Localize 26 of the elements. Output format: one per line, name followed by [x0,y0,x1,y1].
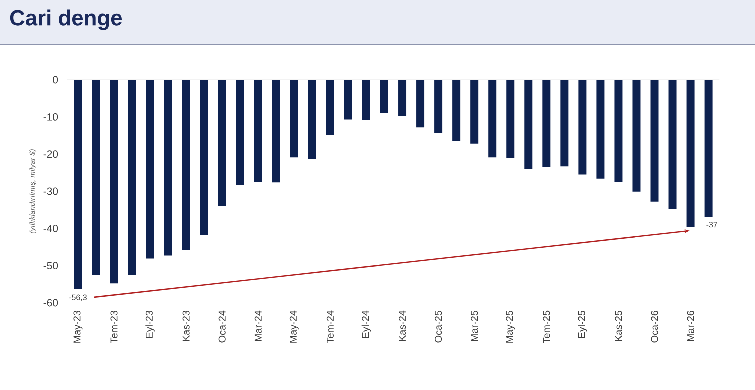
x-tick-label: May-23 [74,310,83,343]
x-tick-label: Eyl-25 [578,310,588,338]
y-tick-label: -60 [44,299,58,307]
x-tick-label: Tem-25 [543,310,550,344]
x-tick-label: Oca-26 [651,310,658,343]
y-tick-label: -20 [44,150,58,158]
x-tick-label: Mar-26 [687,310,694,342]
x-tick-label: May-25 [506,310,516,343]
chart-title: Cari denge [10,10,122,30]
y-tick-label: -40 [44,224,58,232]
x-tick-label: Oca-25 [435,310,442,343]
x-tick-label: Tem-24 [326,310,334,344]
x-tick-label: May-24 [290,310,299,343]
x-tick-label: Kas-23 [182,310,190,342]
y-tick-label: -10 [44,113,58,121]
x-tick-label: Mar-25 [471,310,478,342]
x-tick-label: Kas-25 [615,310,622,342]
x-tick-label: Oca-24 [218,310,226,343]
y-tick-label: -50 [44,262,58,270]
x-tick-label: Eyl-23 [146,310,155,338]
x-tick-label: Eyl-24 [362,310,372,338]
y-tick-label: 0 [53,76,58,84]
x-tick-label: Mar-24 [254,310,262,342]
x-tick-label: Tem-23 [110,310,118,344]
y-tick-label: -30 [44,188,58,196]
x-tick-label: Kas-24 [398,310,406,342]
